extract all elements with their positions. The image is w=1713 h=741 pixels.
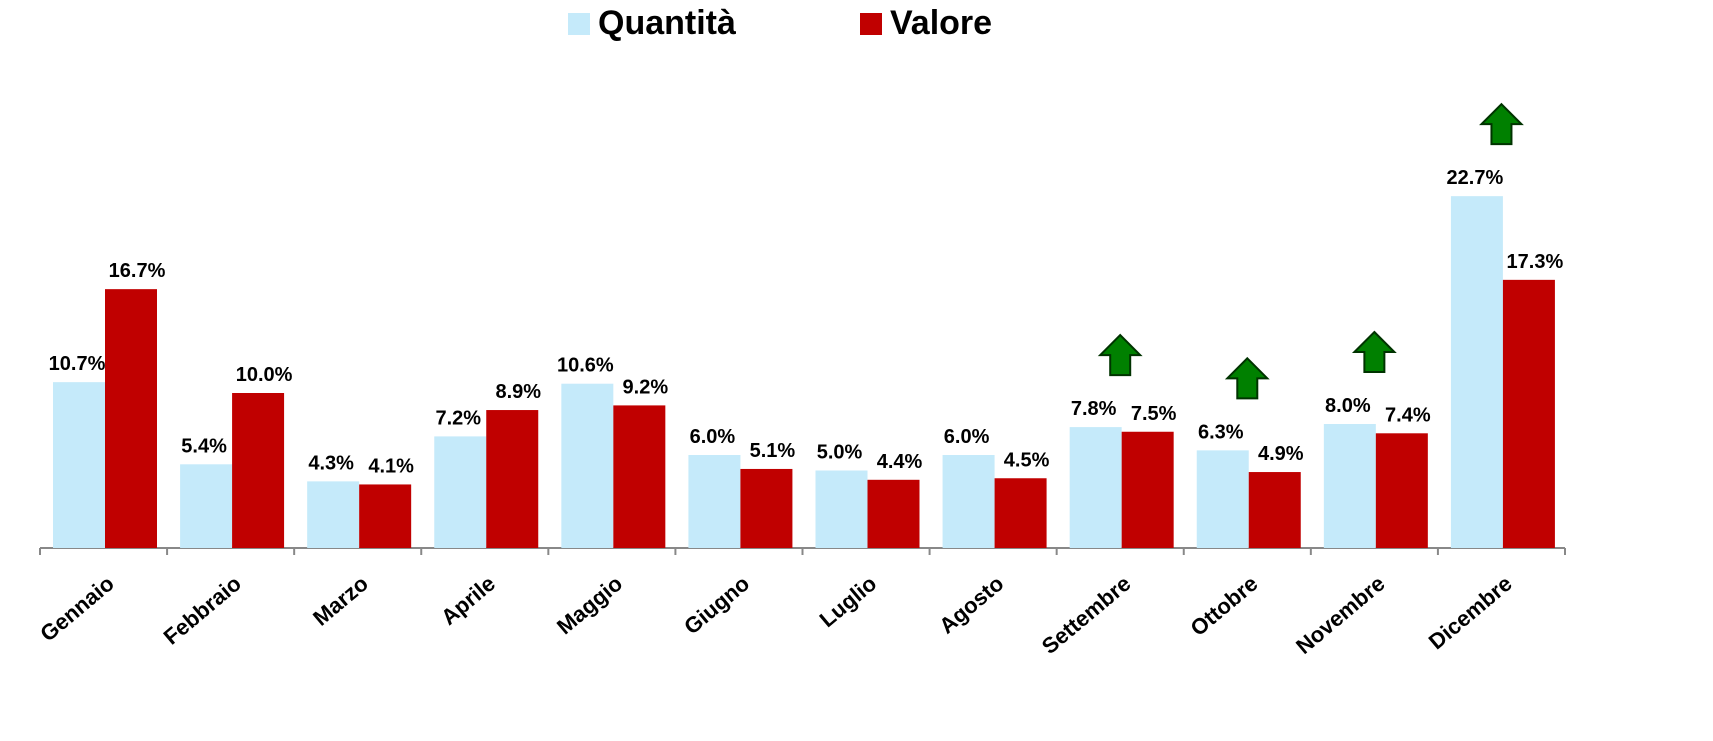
trend-arrow (1351, 330, 1397, 373)
bar (1069, 427, 1122, 548)
bar (942, 455, 995, 548)
bar (53, 382, 105, 548)
x-tick-label: Aprile (436, 571, 500, 630)
data-label: 10.0% (236, 364, 293, 386)
data-label: 16.7% (109, 260, 166, 282)
bar (180, 464, 233, 548)
x-tick-label: Novembre (1291, 571, 1389, 659)
bar (1121, 431, 1174, 548)
data-label: 4.3% (308, 452, 354, 474)
bar (740, 468, 793, 548)
bar (994, 478, 1047, 548)
data-label: 5.4% (181, 435, 227, 457)
data-label: 10.7% (49, 353, 106, 375)
x-tick-label: Agosto (934, 571, 1008, 639)
data-label: 8.9% (495, 381, 541, 403)
bar (1450, 196, 1503, 548)
trend-arrow (1224, 356, 1270, 400)
bar (867, 479, 920, 548)
x-tick-label: Maggio (552, 571, 627, 640)
data-label: 9.2% (623, 376, 669, 398)
bar (307, 481, 360, 548)
data-label: 6.0% (690, 426, 736, 448)
bar (1323, 424, 1376, 548)
data-label: 4.5% (1004, 449, 1050, 471)
data-label: 10.6% (557, 355, 614, 377)
data-label: 7.2% (435, 407, 481, 429)
bar (1375, 433, 1428, 548)
x-tick-label: Dicembre (1424, 571, 1517, 655)
data-label: 17.3% (1507, 251, 1564, 273)
x-tick-label: Ottobre (1186, 571, 1263, 641)
bar (1196, 450, 1249, 548)
legend-swatch (568, 13, 590, 35)
bar (105, 289, 157, 548)
data-label: 4.9% (1258, 443, 1304, 465)
legend-label: Valore (890, 4, 992, 42)
bar (561, 383, 614, 548)
bar (359, 484, 412, 548)
bar (434, 436, 487, 548)
data-label: 8.0% (1325, 395, 1371, 417)
x-tick-label: Gennaio (35, 571, 118, 647)
data-label: 22.7% (1447, 167, 1504, 189)
x-tick-label: Febbraio (159, 571, 246, 650)
data-label: 5.0% (817, 442, 863, 464)
data-label: 7.8% (1071, 398, 1117, 420)
trend-arrow (1097, 333, 1143, 377)
bar (1248, 472, 1301, 548)
x-tick-label: Giugno (679, 571, 754, 640)
x-tick-label: Luglio (815, 571, 882, 633)
data-label: 4.1% (368, 455, 414, 477)
legend-label: Quantità (598, 4, 736, 42)
x-tick-label: Marzo (308, 571, 373, 631)
bar (815, 470, 868, 548)
x-tick-label: Settembre (1037, 571, 1135, 659)
bar (486, 410, 539, 548)
data-label: 4.4% (877, 451, 923, 473)
legend-swatch (860, 13, 882, 35)
bar (688, 455, 741, 548)
bar (613, 405, 666, 548)
bar (1502, 279, 1555, 548)
data-label: 6.3% (1198, 421, 1244, 443)
bar (232, 393, 285, 548)
data-label: 7.5% (1131, 403, 1177, 425)
data-label: 6.0% (944, 426, 990, 448)
data-label: 5.1% (750, 440, 796, 462)
data-label: 7.4% (1385, 404, 1431, 426)
trend-arrow (1479, 102, 1524, 146)
